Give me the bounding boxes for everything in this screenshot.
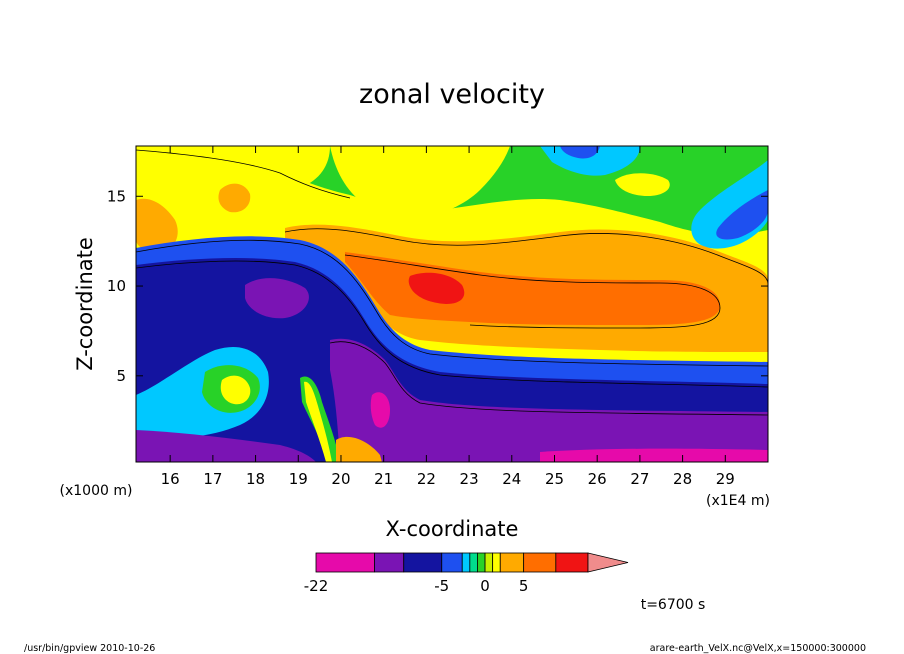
x-tick-label-1: 17 bbox=[203, 470, 222, 488]
colorbar: -22 -5 0 5 bbox=[304, 552, 629, 595]
bottom-magenta-strip bbox=[540, 448, 768, 462]
colorbar-bin-0 bbox=[315, 552, 375, 573]
x-tick-label-0: 16 bbox=[161, 470, 180, 488]
contour-field bbox=[136, 146, 768, 462]
x-tick-label-9: 25 bbox=[545, 470, 564, 488]
lower-yellow-streak bbox=[304, 381, 332, 462]
x-tick-label-8: 24 bbox=[502, 470, 521, 488]
contour-line-2 bbox=[136, 239, 768, 367]
x-tick-label-6: 22 bbox=[417, 470, 436, 488]
footer-left: /usr/bin/gpview 2010-10-26 bbox=[24, 643, 155, 654]
upper-blue-patch bbox=[560, 146, 600, 159]
x-tick-label-10: 26 bbox=[588, 470, 607, 488]
colorbar-tick-label-2: 0 bbox=[480, 577, 490, 595]
x-tick-label-4: 20 bbox=[331, 470, 350, 488]
contour-line-3 bbox=[136, 260, 768, 388]
plot-frame bbox=[135, 145, 769, 463]
contour-line-6 bbox=[136, 149, 351, 199]
colorbar-bin-11 bbox=[555, 552, 589, 573]
magenta-blob bbox=[370, 392, 390, 428]
upper-yellow-center bbox=[330, 146, 510, 221]
colorbar-bin-9 bbox=[499, 552, 525, 573]
colorbar-bin-1 bbox=[374, 552, 405, 573]
bottom-orange-patch bbox=[336, 436, 382, 462]
colorbar-tick-label-1: -5 bbox=[434, 577, 449, 595]
colorbar-bin-4 bbox=[461, 552, 471, 573]
orange-patch bbox=[218, 183, 251, 213]
y-unit: (x1000 m) bbox=[60, 483, 133, 499]
x-tick-label-11: 27 bbox=[630, 470, 649, 488]
colorbar-bin-3 bbox=[441, 552, 463, 573]
contour-line-1 bbox=[284, 228, 768, 285]
time-label: t=6700 s bbox=[641, 597, 706, 613]
colorbar-tick-label-0: -22 bbox=[304, 577, 329, 595]
contour-line-5 bbox=[344, 254, 721, 329]
y-tick-label-1: 10 bbox=[107, 277, 126, 295]
colorbar-bin-10 bbox=[523, 552, 557, 573]
colorbar-overflow bbox=[587, 552, 629, 573]
colorbar-bin-5 bbox=[469, 552, 478, 573]
bottom-left-purple bbox=[136, 430, 316, 462]
purple-blob-upper bbox=[245, 278, 309, 319]
x-unit: (x1E4 m) bbox=[706, 493, 770, 509]
upper-cyan-patch bbox=[540, 146, 640, 176]
x-tick-label-13: 29 bbox=[716, 470, 735, 488]
contour-line-4 bbox=[329, 341, 768, 416]
footer-right: arare-earth_VelX.nc@VelX,x=150000:300000 bbox=[650, 643, 866, 654]
x-tick-label-2: 18 bbox=[246, 470, 265, 488]
x-tick-label-5: 21 bbox=[374, 470, 393, 488]
y-tick-label-0: 5 bbox=[116, 367, 126, 385]
x-axis-label: X-coordinate bbox=[386, 517, 519, 541]
upper-orange-left bbox=[136, 198, 178, 253]
dark-orange-core bbox=[345, 252, 720, 325]
colorbar-bin-8 bbox=[492, 552, 501, 573]
colorbar-bin-6 bbox=[477, 552, 486, 573]
x-axis: 16 17 18 19 20 21 22 23 24 25 26 27 28 29 bbox=[161, 146, 735, 488]
y-tick-label-2: 15 bbox=[107, 187, 126, 205]
chart-title: zonal velocity bbox=[359, 79, 545, 110]
upper-right-blue bbox=[716, 190, 768, 240]
x-tick-label-7: 23 bbox=[460, 470, 479, 488]
red-core bbox=[408, 272, 465, 304]
y-axis: 5 10 15 bbox=[107, 187, 768, 385]
x-tick-label-12: 28 bbox=[673, 470, 692, 488]
x-tick-label-3: 19 bbox=[289, 470, 308, 488]
left-yellow-pocket bbox=[220, 375, 251, 405]
colorbar-tick-label-3: 5 bbox=[519, 577, 529, 595]
y-axis-label: Z-coordinate bbox=[73, 237, 97, 371]
colorbar-bin-7 bbox=[484, 552, 494, 573]
purple-layer bbox=[330, 338, 768, 462]
contour-lines bbox=[136, 149, 768, 416]
upper-yellow-left bbox=[136, 146, 330, 205]
colorbar-bin-2 bbox=[403, 552, 443, 573]
yellow-patch bbox=[615, 173, 670, 196]
